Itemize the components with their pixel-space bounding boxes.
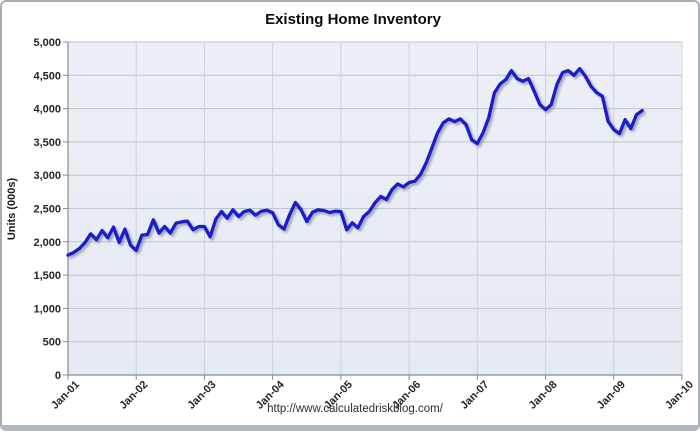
y-axis-labels: 0 500 1,000 1,500 2,000 2,500 3,000 3,500 4,000 4… [33,37,61,382]
y-tick-label: 1,000 [33,303,61,315]
footer-url: http://www.calculatedriskblog.com/ [267,403,443,415]
axis-tick-marks [63,41,683,380]
y-tick-label: 1,500 [33,270,61,282]
y-tick-label: 3,500 [33,137,61,149]
inventory-line [66,66,644,257]
y-tick-label: 2,500 [33,204,61,216]
y-tick-label: 4,500 [33,70,61,82]
chart-title: Existing Home Inventory [265,11,441,28]
gridlines-horizontal [68,41,682,343]
axis-lines [67,42,682,376]
gridlines-vertical [135,42,683,375]
y-axis-title: Units (000s) [6,177,18,240]
y-tick-label: 0 [55,370,61,382]
y-tick-label: 5,000 [33,37,61,49]
y-tick-label: 2,000 [33,237,61,249]
y-tick-label: 500 [43,337,61,349]
y-tick-label: 4,000 [33,104,61,116]
y-tick-label: 3,000 [33,170,61,182]
